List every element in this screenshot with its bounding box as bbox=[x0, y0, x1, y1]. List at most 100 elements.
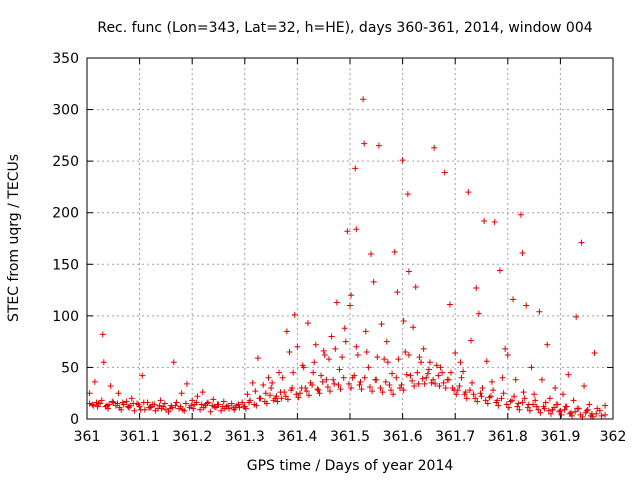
data-point bbox=[181, 407, 188, 414]
data-point bbox=[167, 405, 174, 412]
data-point bbox=[282, 393, 289, 400]
data-point bbox=[441, 169, 448, 176]
data-point bbox=[456, 382, 463, 389]
data-point bbox=[561, 406, 568, 413]
data-point bbox=[496, 267, 503, 274]
x-tick-label: 361.7 bbox=[435, 429, 475, 445]
data-point bbox=[483, 358, 490, 365]
data-point bbox=[340, 374, 347, 381]
data-point bbox=[251, 401, 258, 408]
data-point bbox=[354, 352, 361, 359]
data-point bbox=[265, 374, 272, 381]
data-point bbox=[224, 402, 231, 409]
data-point bbox=[254, 355, 261, 362]
data-point bbox=[209, 402, 216, 409]
data-point bbox=[511, 393, 518, 400]
data-point bbox=[357, 378, 364, 385]
data-point bbox=[552, 385, 559, 392]
data-point bbox=[342, 338, 349, 345]
data-point bbox=[321, 352, 328, 359]
data-point bbox=[335, 381, 342, 388]
data-point bbox=[505, 404, 512, 411]
data-point bbox=[139, 372, 146, 379]
data-point bbox=[489, 378, 496, 385]
data-point bbox=[523, 302, 530, 309]
data-point bbox=[125, 403, 132, 410]
x-tick-label: 361 bbox=[74, 429, 101, 445]
data-point bbox=[565, 371, 572, 378]
data-point bbox=[356, 381, 363, 388]
data-point bbox=[570, 397, 577, 404]
data-point bbox=[466, 387, 473, 394]
data-point bbox=[135, 401, 142, 408]
y-tick-label: 250 bbox=[52, 154, 79, 170]
data-point bbox=[151, 401, 158, 408]
data-point bbox=[389, 370, 396, 377]
data-point bbox=[567, 409, 574, 416]
data-point bbox=[447, 369, 454, 376]
data-point bbox=[420, 345, 427, 352]
data-point bbox=[220, 398, 227, 405]
data-point bbox=[348, 292, 355, 299]
data-point bbox=[400, 387, 407, 394]
data-point bbox=[246, 399, 253, 406]
data-point bbox=[314, 386, 321, 393]
data-point bbox=[381, 356, 388, 363]
data-point bbox=[500, 390, 507, 397]
data-point bbox=[521, 395, 528, 402]
data-point bbox=[203, 400, 210, 407]
data-point bbox=[239, 399, 246, 406]
data-point bbox=[394, 289, 401, 296]
data-point bbox=[498, 395, 505, 402]
data-point bbox=[382, 378, 389, 385]
data-point bbox=[130, 400, 137, 407]
data-point bbox=[558, 411, 565, 418]
data-point bbox=[446, 301, 453, 308]
data-point bbox=[403, 371, 410, 378]
data-point bbox=[598, 412, 605, 419]
data-point bbox=[514, 403, 521, 410]
data-point bbox=[268, 385, 275, 392]
x-tick-label: 361.3 bbox=[225, 429, 265, 445]
data-point bbox=[198, 401, 205, 408]
data-point bbox=[545, 407, 552, 414]
data-point bbox=[377, 385, 384, 392]
data-point bbox=[323, 376, 330, 383]
data-point bbox=[411, 382, 418, 389]
data-point bbox=[516, 406, 523, 413]
data-point bbox=[591, 349, 598, 356]
data-point bbox=[469, 379, 476, 386]
data-point bbox=[409, 377, 416, 384]
data-point bbox=[94, 403, 101, 410]
data-point bbox=[363, 348, 370, 355]
data-point bbox=[467, 337, 474, 344]
data-point bbox=[473, 285, 480, 292]
data-point bbox=[581, 382, 588, 389]
data-point bbox=[540, 403, 547, 410]
data-point bbox=[404, 191, 411, 198]
data-point bbox=[93, 399, 100, 406]
data-point bbox=[593, 410, 600, 417]
data-point bbox=[587, 412, 594, 419]
data-point bbox=[415, 380, 422, 387]
data-point bbox=[472, 395, 479, 402]
data-point bbox=[515, 400, 522, 407]
data-point bbox=[365, 364, 372, 371]
data-point bbox=[419, 375, 426, 382]
data-point bbox=[172, 402, 179, 409]
data-point bbox=[557, 407, 564, 414]
x-tick-label: 361.6 bbox=[383, 429, 423, 445]
data-point bbox=[178, 390, 185, 397]
data-point bbox=[431, 144, 438, 151]
data-point bbox=[310, 369, 317, 376]
data-point bbox=[519, 399, 526, 406]
data-point bbox=[352, 165, 359, 172]
data-point bbox=[288, 387, 295, 394]
data-point bbox=[547, 410, 554, 417]
data-point bbox=[396, 385, 403, 392]
data-point bbox=[400, 318, 407, 325]
data-point bbox=[566, 410, 573, 417]
data-point bbox=[128, 395, 135, 402]
data-point bbox=[197, 406, 204, 413]
data-point bbox=[315, 387, 322, 394]
